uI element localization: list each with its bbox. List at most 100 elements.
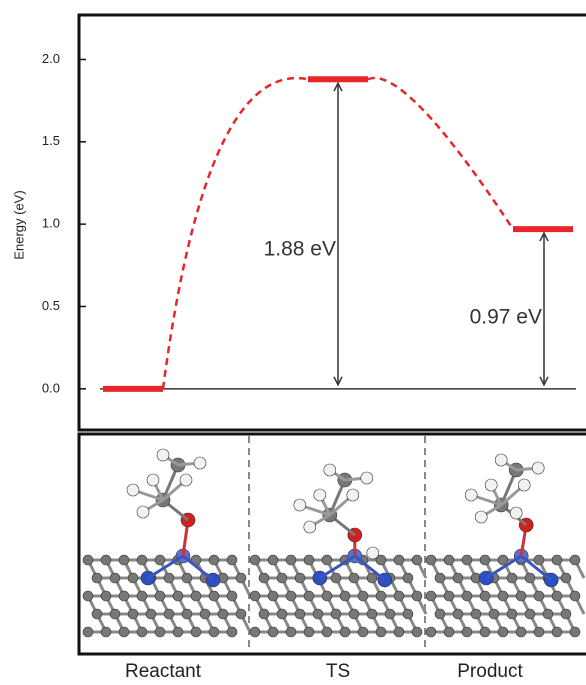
- atom: [552, 591, 562, 601]
- atom: [358, 627, 368, 637]
- atom: [347, 489, 359, 501]
- atom: [304, 591, 314, 601]
- atom: [322, 591, 332, 601]
- atom: [534, 627, 544, 637]
- atom: [218, 609, 228, 619]
- atom: [543, 609, 553, 619]
- atom: [518, 479, 530, 491]
- atom: [155, 627, 165, 637]
- atom: [412, 627, 422, 637]
- atom: [340, 591, 350, 601]
- atom: [453, 573, 463, 583]
- y-axis-label: Energy (eV): [11, 190, 26, 259]
- atom: [570, 555, 580, 565]
- atom: [119, 591, 129, 601]
- atom: [314, 489, 326, 501]
- atom: [110, 609, 120, 619]
- atom: [331, 609, 341, 619]
- atom: [367, 573, 377, 583]
- atom: [485, 479, 497, 491]
- atom: [209, 627, 219, 637]
- atom: [250, 627, 260, 637]
- atom: [507, 573, 517, 583]
- atom: [155, 555, 165, 565]
- atom: [268, 627, 278, 637]
- atom: [182, 609, 192, 619]
- atom: [227, 591, 237, 601]
- atom: [180, 474, 192, 486]
- atom: [394, 555, 404, 565]
- atom: [119, 627, 129, 637]
- atom: [570, 627, 580, 637]
- atom: [465, 489, 477, 501]
- atom: [191, 627, 201, 637]
- atom: [444, 627, 454, 637]
- atom: [532, 462, 544, 474]
- atom: [259, 609, 269, 619]
- atom: [147, 474, 159, 486]
- atom: [561, 573, 571, 583]
- atom: [250, 591, 260, 601]
- atom: [146, 609, 156, 619]
- atom: [376, 627, 386, 637]
- y-tick-label: 0.0: [42, 380, 60, 395]
- atom: [304, 521, 316, 533]
- atom: [128, 573, 138, 583]
- atom: [426, 555, 436, 565]
- y-tick-label: 0.5: [42, 298, 60, 313]
- atom: [155, 591, 165, 601]
- atom: [412, 555, 422, 565]
- atom: [209, 591, 219, 601]
- atom: [552, 627, 562, 637]
- atom: [480, 627, 490, 637]
- atom: [480, 555, 490, 565]
- page: {"chart_data":{"type":"energy_profile","…: [0, 0, 586, 685]
- structures: [83, 449, 584, 637]
- atom: [453, 609, 463, 619]
- atom: [191, 591, 201, 601]
- atom: [236, 573, 246, 583]
- category-label: Product: [457, 661, 523, 682]
- atom: [294, 499, 306, 511]
- atom: [361, 472, 373, 484]
- atom: [475, 511, 487, 523]
- atom: [83, 555, 93, 565]
- atom: [552, 555, 562, 565]
- atom: [324, 464, 336, 476]
- atom: [173, 627, 183, 637]
- y-tick-label: 1.5: [42, 133, 60, 148]
- atom: [137, 627, 147, 637]
- atom: [268, 555, 278, 565]
- atom: [340, 627, 350, 637]
- atom: [394, 627, 404, 637]
- y-tick-label: 1.0: [42, 216, 60, 231]
- atom: [349, 609, 359, 619]
- atom: [236, 609, 246, 619]
- chart: Energy (eV) 0.00.51.01.52.01.88 eV0.97 e…: [0, 0, 586, 685]
- atom: [510, 507, 522, 519]
- atom: [426, 591, 436, 601]
- atom: [286, 555, 296, 565]
- atom: [403, 609, 413, 619]
- atom: [137, 555, 147, 565]
- atom: [367, 547, 379, 559]
- atom: [227, 627, 237, 637]
- atom: [462, 555, 472, 565]
- atom: [259, 573, 269, 583]
- atom: [250, 555, 260, 565]
- atom: [101, 555, 111, 565]
- atom: [462, 627, 472, 637]
- atom: [110, 573, 120, 583]
- atom: [349, 573, 359, 583]
- atom: [277, 609, 287, 619]
- atom: [385, 609, 395, 619]
- atom: [426, 627, 436, 637]
- atom: [227, 555, 237, 565]
- atom: [516, 591, 526, 601]
- atom: [322, 555, 332, 565]
- category-label: Reactant: [125, 661, 202, 682]
- atom: [376, 591, 386, 601]
- atom: [561, 609, 571, 619]
- atom: [200, 609, 210, 619]
- atom: [480, 591, 490, 601]
